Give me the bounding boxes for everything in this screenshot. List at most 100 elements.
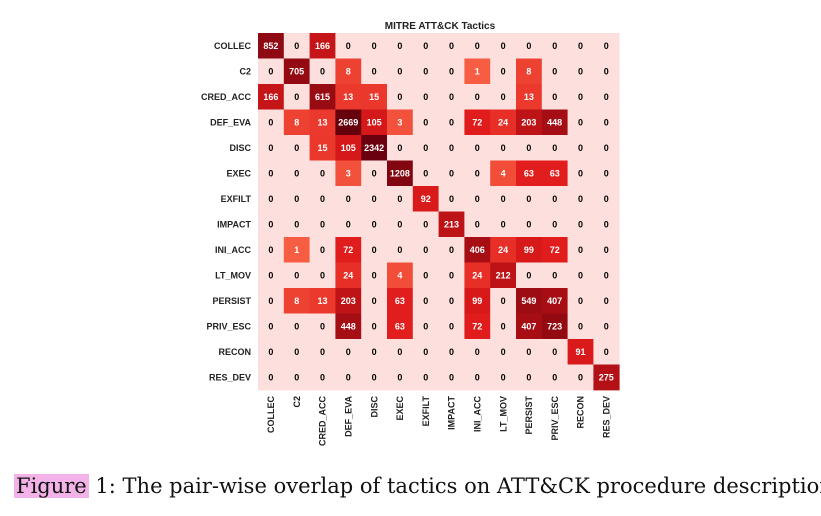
heatmap-cell-C2-INI_ACC [464, 58, 491, 85]
heatmap-cell-DEF_EVA-RES_DEV [593, 109, 620, 136]
heatmap-cell-CRED_ACC-DISC [361, 84, 388, 110]
cell-value-label: 0 [526, 143, 531, 153]
heatmap-cell-RECON-DISC [361, 339, 388, 365]
heatmap-cell-DISC-IMPACT [438, 135, 465, 161]
heatmap-cell-LT_MOV-C2 [283, 262, 310, 289]
heatmap-cell-RES_DEV-PERSIST [516, 364, 543, 391]
cell-value-label: 0 [423, 219, 428, 229]
cell-value-label: 0 [320, 245, 325, 255]
cell-value-label: 0 [475, 347, 480, 357]
col-label-c2: C2 [292, 396, 302, 408]
cell-value-label: 0 [294, 219, 299, 229]
heatmap-cell-RECON-INI_ACC [464, 339, 491, 365]
cell-value-label: 0 [604, 321, 609, 331]
heatmap-cell-PRIV_ESC-EXEC [387, 313, 414, 340]
heatmap-cell-RES_DEV-C2 [283, 364, 310, 391]
heatmap-cell-EXEC-PRIV_ESC [541, 160, 568, 187]
cell-value-label: 0 [578, 41, 583, 51]
heatmap-cell-DISC-EXEC [387, 135, 414, 161]
heatmap-cell-LT_MOV-DISC [361, 262, 388, 289]
cell-value-label: 0 [423, 41, 428, 51]
col-label-res_dev: RES_DEV [602, 396, 612, 438]
cell-value-label: 0 [578, 219, 583, 229]
cell-value-label: 0 [372, 168, 377, 178]
heatmap-cell-INI_ACC-EXFILT [412, 237, 439, 263]
heatmap-cell-PRIV_ESC-LT_MOV [490, 313, 517, 340]
cell-value-label: 63 [395, 321, 405, 331]
cell-value-label: 105 [367, 117, 382, 127]
cell-value-label: 0 [501, 321, 506, 331]
heatmap-cell-C2-COLLEC [258, 58, 285, 85]
heatmap-cell-LT_MOV-EXFILT [412, 262, 439, 289]
heatmap-cell-INI_ACC-DISC [361, 237, 388, 263]
heatmap-cell-DEF_EVA-PERSIST [516, 109, 543, 136]
heatmap-cell-EXFILT-C2 [283, 186, 310, 212]
cell-value-label: 0 [501, 296, 506, 306]
heatmap-cell-RES_DEV-PRIV_ESC [541, 364, 568, 391]
heatmap-cell-RECON-EXFILT [412, 339, 439, 365]
cell-value-label: 0 [372, 296, 377, 306]
cell-value-label: 0 [449, 270, 454, 280]
cell-value-label: 0 [578, 372, 583, 382]
cell-value-label: 0 [501, 347, 506, 357]
cell-value-label: 0 [423, 168, 428, 178]
cell-value-label: 15 [369, 92, 379, 102]
col-label-collec: COLLEC [266, 396, 276, 433]
heatmap-cell-CRED_ACC-LT_MOV [490, 84, 517, 110]
heatmap-cell-RES_DEV-EXFILT [412, 364, 439, 391]
heatmap-cell-DEF_EVA-RECON [567, 109, 594, 136]
cell-value-label: 0 [294, 92, 299, 102]
cell-value-label: 0 [604, 194, 609, 204]
heatmap-cell-INI_ACC-INI_ACC [464, 237, 491, 263]
cell-value-label: 0 [268, 168, 273, 178]
cell-value-label: 705 [289, 66, 304, 76]
heatmap-cell-CRED_ACC-DEF_EVA [335, 84, 362, 110]
heatmap-cell-PRIV_ESC-DISC [361, 313, 388, 340]
cell-value-label: 0 [423, 245, 428, 255]
cell-value-label: 0 [294, 347, 299, 357]
caption-text: The pair-wise overlap of tactics on ATT&… [122, 474, 821, 498]
cell-value-label: 0 [501, 194, 506, 204]
cell-value-label: 0 [372, 41, 377, 51]
heatmap-cell-LT_MOV-DEF_EVA [335, 262, 362, 289]
cell-value-label: 0 [449, 117, 454, 127]
cell-value-label: 0 [604, 41, 609, 51]
cell-value-label: 8 [526, 66, 531, 76]
heatmap-cell-EXEC-CRED_ACC [309, 160, 336, 187]
cell-value-label: 72 [472, 321, 482, 331]
cell-value-label: 166 [315, 41, 330, 51]
cell-value-label: 0 [526, 270, 531, 280]
heatmap-cell-EXEC-INI_ACC [464, 160, 491, 187]
cell-value-label: 0 [449, 245, 454, 255]
cell-value-label: 0 [423, 347, 428, 357]
heatmap-cell-COLLEC-RES_DEV [593, 33, 620, 59]
heatmap-cell-EXFILT-LT_MOV [490, 186, 517, 212]
heatmap-cell-C2-CRED_ACC [309, 58, 336, 85]
cell-value-label: 0 [449, 92, 454, 102]
cell-value-label: 0 [397, 92, 402, 102]
cell-value-label: 407 [521, 321, 536, 331]
cell-value-label: 0 [604, 168, 609, 178]
cell-value-label: 0 [552, 270, 557, 280]
heatmap-cell-RES_DEV-EXEC [387, 364, 414, 391]
row-label-def_eva: DEF_EVA [210, 117, 251, 127]
heatmap-cell-CRED_ACC-RES_DEV [593, 84, 620, 110]
heatmap-cell-PRIV_ESC-COLLEC [258, 313, 285, 340]
heatmap-cell-EXFILT-PRIV_ESC [541, 186, 568, 212]
cell-value-label: 0 [397, 41, 402, 51]
cell-value-label: 0 [449, 143, 454, 153]
cell-value-label: 0 [501, 92, 506, 102]
cell-value-label: 0 [604, 347, 609, 357]
heatmap-cell-PRIV_ESC-RECON [567, 313, 594, 340]
heatmap-cell-COLLEC-COLLEC [258, 33, 285, 59]
cell-value-label: 0 [423, 270, 428, 280]
heatmap-cell-C2-PERSIST [516, 58, 543, 85]
cell-value-label: 0 [268, 66, 273, 76]
col-label-disc: DISC [369, 396, 379, 418]
heatmap-cell-LT_MOV-PRIV_ESC [541, 262, 568, 289]
heatmap-cell-INI_ACC-PERSIST [516, 237, 543, 263]
heatmap-cell-RECON-COLLEC [258, 339, 285, 365]
cell-value-label: 0 [372, 270, 377, 280]
heatmap-cell-DISC-PERSIST [516, 135, 543, 161]
heatmap-cell-RES_DEV-DISC [361, 364, 388, 391]
